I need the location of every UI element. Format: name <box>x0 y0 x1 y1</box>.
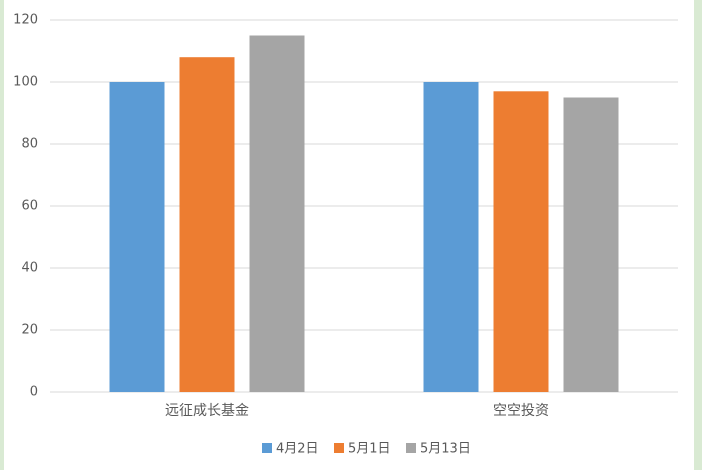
x-tick-label: 空空投资 <box>493 403 549 419</box>
y-tick-label: 100 <box>13 75 38 90</box>
bar <box>179 57 235 392</box>
legend-swatch <box>262 443 272 453</box>
legend-label: 4月2日 <box>276 442 319 457</box>
y-tick-label: 120 <box>13 13 38 28</box>
bar <box>249 35 305 392</box>
bar <box>563 97 619 392</box>
legend-label: 5月1日 <box>348 442 391 457</box>
x-tick-label: 远征成长基金 <box>165 402 249 419</box>
legend-swatch <box>334 443 344 453</box>
y-tick-label: 60 <box>21 199 38 214</box>
legend-swatch <box>406 443 416 453</box>
bar <box>109 82 165 392</box>
bar <box>493 91 549 393</box>
legend-label: 5月13日 <box>420 442 471 457</box>
y-tick-label: 80 <box>21 137 38 152</box>
bar <box>423 82 479 392</box>
y-tick-label: 0 <box>30 385 38 400</box>
y-tick-label: 20 <box>21 323 38 338</box>
y-tick-label: 40 <box>21 261 38 276</box>
